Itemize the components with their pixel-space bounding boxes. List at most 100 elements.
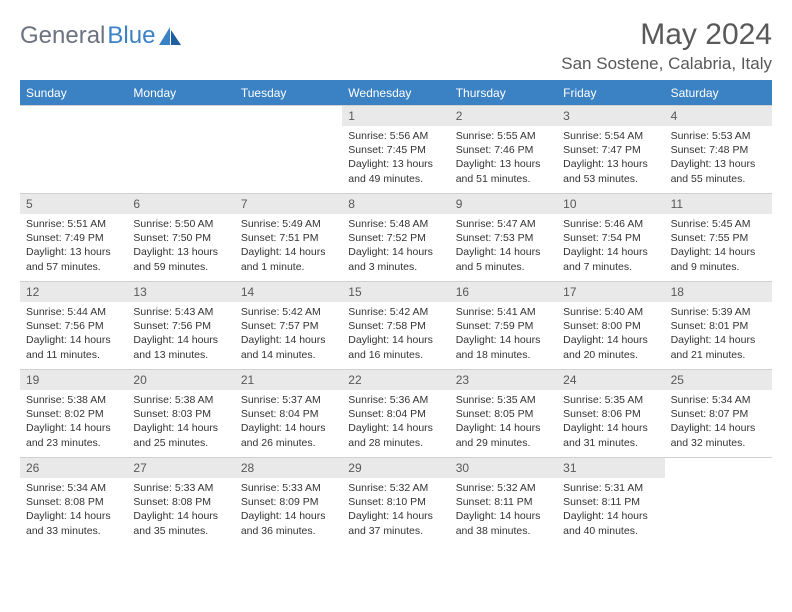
day-body: Sunrise: 5:42 AMSunset: 7:58 PMDaylight:… [342, 302, 449, 368]
page: GeneralBlue May 2024 San Sostene, Calabr… [0, 0, 792, 545]
calendar-cell: 11Sunrise: 5:45 AMSunset: 7:55 PMDayligh… [665, 193, 772, 281]
day-body: Sunrise: 5:49 AMSunset: 7:51 PMDaylight:… [235, 214, 342, 280]
calendar-cell: 20Sunrise: 5:38 AMSunset: 8:03 PMDayligh… [127, 369, 234, 457]
day-number: 15 [342, 282, 449, 302]
day-body: Sunrise: 5:37 AMSunset: 8:04 PMDaylight:… [235, 390, 342, 456]
calendar-cell: 7Sunrise: 5:49 AMSunset: 7:51 PMDaylight… [235, 193, 342, 281]
day-number: 27 [127, 458, 234, 478]
calendar-cell: 9Sunrise: 5:47 AMSunset: 7:53 PMDaylight… [450, 193, 557, 281]
day-number: 5 [20, 194, 127, 214]
day-number: 21 [235, 370, 342, 390]
calendar-cell: 21Sunrise: 5:37 AMSunset: 8:04 PMDayligh… [235, 369, 342, 457]
day-number: 17 [557, 282, 664, 302]
calendar-cell-empty [235, 105, 342, 193]
day-number: 1 [342, 106, 449, 126]
brand-part2: Blue [107, 22, 155, 50]
calendar-cell: 25Sunrise: 5:34 AMSunset: 8:07 PMDayligh… [665, 369, 772, 457]
day-body: Sunrise: 5:32 AMSunset: 8:10 PMDaylight:… [342, 478, 449, 544]
day-body: Sunrise: 5:39 AMSunset: 8:01 PMDaylight:… [665, 302, 772, 368]
day-body: Sunrise: 5:55 AMSunset: 7:46 PMDaylight:… [450, 126, 557, 192]
day-number: 26 [20, 458, 127, 478]
calendar-cell: 23Sunrise: 5:35 AMSunset: 8:05 PMDayligh… [450, 369, 557, 457]
day-body: Sunrise: 5:33 AMSunset: 8:08 PMDaylight:… [127, 478, 234, 544]
calendar-cell: 14Sunrise: 5:42 AMSunset: 7:57 PMDayligh… [235, 281, 342, 369]
day-number: 9 [450, 194, 557, 214]
day-number: 14 [235, 282, 342, 302]
day-number: 13 [127, 282, 234, 302]
day-number: 7 [235, 194, 342, 214]
calendar-cell: 12Sunrise: 5:44 AMSunset: 7:56 PMDayligh… [20, 281, 127, 369]
day-number: 4 [665, 106, 772, 126]
dow-header: Sunday [20, 81, 127, 105]
calendar-cell: 2Sunrise: 5:55 AMSunset: 7:46 PMDaylight… [450, 105, 557, 193]
day-body: Sunrise: 5:36 AMSunset: 8:04 PMDaylight:… [342, 390, 449, 456]
calendar-cell: 31Sunrise: 5:31 AMSunset: 8:11 PMDayligh… [557, 457, 664, 545]
calendar-cell: 8Sunrise: 5:48 AMSunset: 7:52 PMDaylight… [342, 193, 449, 281]
day-number: 10 [557, 194, 664, 214]
day-body: Sunrise: 5:35 AMSunset: 8:06 PMDaylight:… [557, 390, 664, 456]
dow-header: Tuesday [235, 81, 342, 105]
calendar-cell: 18Sunrise: 5:39 AMSunset: 8:01 PMDayligh… [665, 281, 772, 369]
sail-icon [159, 27, 181, 45]
brand-logo: GeneralBlue [20, 22, 181, 50]
calendar-cell: 27Sunrise: 5:33 AMSunset: 8:08 PMDayligh… [127, 457, 234, 545]
day-number: 11 [665, 194, 772, 214]
day-body: Sunrise: 5:48 AMSunset: 7:52 PMDaylight:… [342, 214, 449, 280]
calendar-cell: 29Sunrise: 5:32 AMSunset: 8:10 PMDayligh… [342, 457, 449, 545]
day-body: Sunrise: 5:35 AMSunset: 8:05 PMDaylight:… [450, 390, 557, 456]
dow-header: Wednesday [342, 81, 449, 105]
day-number: 30 [450, 458, 557, 478]
day-body: Sunrise: 5:46 AMSunset: 7:54 PMDaylight:… [557, 214, 664, 280]
calendar-cell: 5Sunrise: 5:51 AMSunset: 7:49 PMDaylight… [20, 193, 127, 281]
day-number: 3 [557, 106, 664, 126]
dow-header: Monday [127, 81, 234, 105]
calendar-cell: 19Sunrise: 5:38 AMSunset: 8:02 PMDayligh… [20, 369, 127, 457]
day-body: Sunrise: 5:31 AMSunset: 8:11 PMDaylight:… [557, 478, 664, 544]
calendar-cell: 24Sunrise: 5:35 AMSunset: 8:06 PMDayligh… [557, 369, 664, 457]
calendar-cell: 4Sunrise: 5:53 AMSunset: 7:48 PMDaylight… [665, 105, 772, 193]
day-body: Sunrise: 5:42 AMSunset: 7:57 PMDaylight:… [235, 302, 342, 368]
title-block: May 2024 San Sostene, Calabria, Italy [561, 18, 772, 74]
day-number: 8 [342, 194, 449, 214]
day-number: 6 [127, 194, 234, 214]
day-body: Sunrise: 5:45 AMSunset: 7:55 PMDaylight:… [665, 214, 772, 280]
day-body: Sunrise: 5:56 AMSunset: 7:45 PMDaylight:… [342, 126, 449, 192]
calendar-cell: 30Sunrise: 5:32 AMSunset: 8:11 PMDayligh… [450, 457, 557, 545]
calendar-cell-empty [127, 105, 234, 193]
day-body: Sunrise: 5:41 AMSunset: 7:59 PMDaylight:… [450, 302, 557, 368]
day-body: Sunrise: 5:54 AMSunset: 7:47 PMDaylight:… [557, 126, 664, 192]
day-number: 31 [557, 458, 664, 478]
calendar-cell: 22Sunrise: 5:36 AMSunset: 8:04 PMDayligh… [342, 369, 449, 457]
day-number: 16 [450, 282, 557, 302]
calendar-cell: 13Sunrise: 5:43 AMSunset: 7:56 PMDayligh… [127, 281, 234, 369]
day-number: 22 [342, 370, 449, 390]
calendar-cell: 3Sunrise: 5:54 AMSunset: 7:47 PMDaylight… [557, 105, 664, 193]
calendar-cell-empty [665, 457, 772, 545]
day-body: Sunrise: 5:44 AMSunset: 7:56 PMDaylight:… [20, 302, 127, 368]
day-body: Sunrise: 5:33 AMSunset: 8:09 PMDaylight:… [235, 478, 342, 544]
calendar-cell: 17Sunrise: 5:40 AMSunset: 8:00 PMDayligh… [557, 281, 664, 369]
header: GeneralBlue May 2024 San Sostene, Calabr… [20, 18, 772, 74]
day-number: 24 [557, 370, 664, 390]
dow-header: Saturday [665, 81, 772, 105]
calendar-cell: 10Sunrise: 5:46 AMSunset: 7:54 PMDayligh… [557, 193, 664, 281]
day-body: Sunrise: 5:43 AMSunset: 7:56 PMDaylight:… [127, 302, 234, 368]
day-number: 20 [127, 370, 234, 390]
calendar-cell: 6Sunrise: 5:50 AMSunset: 7:50 PMDaylight… [127, 193, 234, 281]
day-body: Sunrise: 5:50 AMSunset: 7:50 PMDaylight:… [127, 214, 234, 280]
day-number: 2 [450, 106, 557, 126]
calendar-cell: 1Sunrise: 5:56 AMSunset: 7:45 PMDaylight… [342, 105, 449, 193]
day-body: Sunrise: 5:53 AMSunset: 7:48 PMDaylight:… [665, 126, 772, 192]
day-number: 28 [235, 458, 342, 478]
day-number: 25 [665, 370, 772, 390]
day-number: 23 [450, 370, 557, 390]
day-number: 12 [20, 282, 127, 302]
day-body: Sunrise: 5:32 AMSunset: 8:11 PMDaylight:… [450, 478, 557, 544]
calendar-cell: 15Sunrise: 5:42 AMSunset: 7:58 PMDayligh… [342, 281, 449, 369]
day-body: Sunrise: 5:34 AMSunset: 8:08 PMDaylight:… [20, 478, 127, 544]
calendar-cell: 16Sunrise: 5:41 AMSunset: 7:59 PMDayligh… [450, 281, 557, 369]
dow-header: Friday [557, 81, 664, 105]
calendar-cell-empty [20, 105, 127, 193]
day-body: Sunrise: 5:38 AMSunset: 8:02 PMDaylight:… [20, 390, 127, 456]
day-number: 29 [342, 458, 449, 478]
